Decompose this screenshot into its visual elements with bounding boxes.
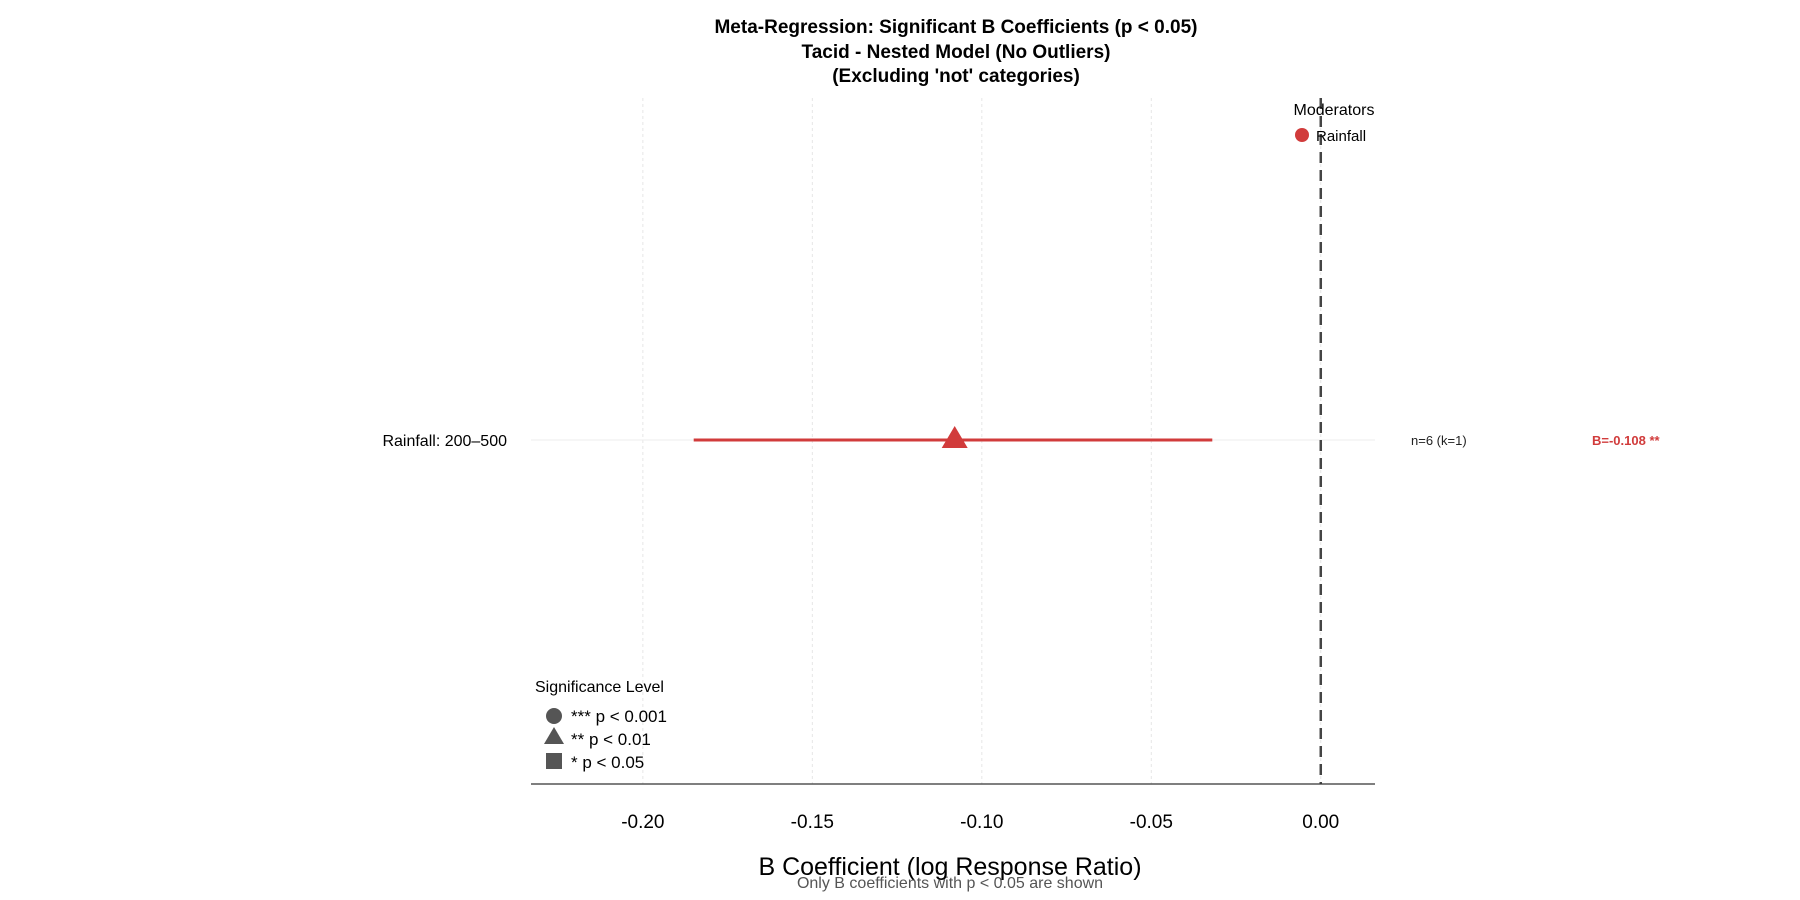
significance-legend-title: Significance Level — [535, 679, 664, 696]
legend-sig-1-label: * p < 0.05 — [571, 753, 644, 772]
legend-rainfall-label: Rainfall — [1316, 128, 1366, 145]
x-tick-label-3: -0.05 — [1130, 812, 1173, 833]
legend-square-icon — [546, 753, 562, 769]
legend-sig-2-label: ** p < 0.01 — [571, 730, 651, 749]
title-line-1: Meta-Regression: Significant B Coefficie… — [714, 17, 1197, 38]
moderators-legend: Moderators Rainfall — [1294, 102, 1375, 145]
x-tick-label-0: -0.20 — [621, 812, 664, 833]
x-axis-title: B Coefficient (log Response Ratio) — [758, 853, 1141, 881]
x-tick-label-4: 0.00 — [1302, 812, 1339, 833]
n-label-0: n=6 (k=1) — [1411, 433, 1467, 448]
chart-title: Meta-Regression: Significant B Coefficie… — [714, 17, 1197, 87]
legend-sig-3-label: *** p < 0.001 — [571, 707, 667, 726]
legend-circle-icon — [546, 708, 562, 724]
b-label-0: B=-0.108 ** — [1592, 433, 1661, 448]
category-label-0: Rainfall: 200–500 — [382, 433, 507, 450]
x-tick-label-2: -0.10 — [960, 812, 1003, 833]
point-marker-0 — [941, 426, 968, 448]
title-line-3: (Excluding 'not' categories) — [832, 66, 1080, 87]
legend-triangle-icon — [544, 727, 564, 744]
x-axis: -0.20 -0.15 -0.10 -0.05 0.00 — [531, 783, 1375, 833]
data-layer: Rainfall: 200–500 n=6 (k=1) B=-0.108 ** — [382, 426, 1661, 450]
chart-caption: Only B coefficients with p < 0.05 are sh… — [797, 875, 1103, 892]
significance-legend: Significance Level *** p < 0.001 ** p < … — [535, 679, 667, 772]
title-line-2: Tacid - Nested Model (No Outliers) — [802, 42, 1111, 63]
x-tick-label-1: -0.15 — [791, 812, 834, 833]
legend-rainfall-circle-icon — [1295, 128, 1309, 142]
moderators-legend-title: Moderators — [1294, 102, 1375, 119]
